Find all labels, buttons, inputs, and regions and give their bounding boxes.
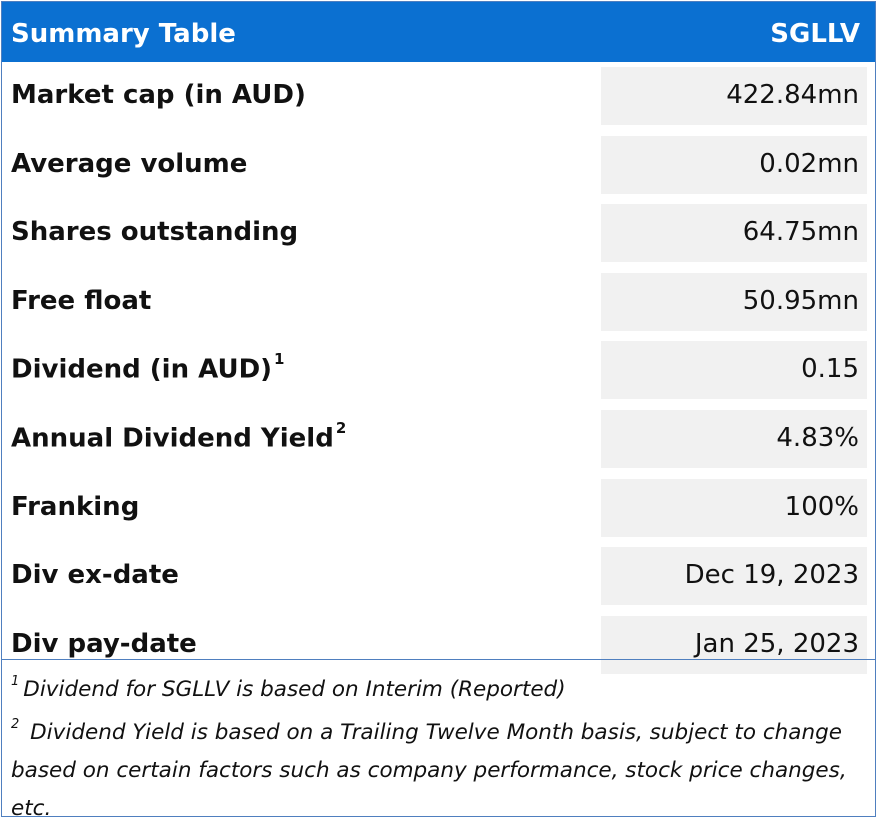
row-label: Div pay-date: [11, 628, 197, 659]
row-value: 50.95mn: [742, 285, 859, 316]
row-value: 0.15: [801, 354, 859, 385]
table-row: Market cap (in AUD) 422.84mn: [2, 62, 875, 131]
footnote-marker: 2: [335, 418, 347, 437]
footnote-1-text: Dividend for SGLLV is based on Interim (…: [23, 677, 566, 703]
value-cell: 422.84mn: [601, 67, 867, 125]
table-row: Div ex-date Dec 19, 2023: [2, 542, 875, 611]
row-label: Div ex-date: [11, 560, 179, 591]
table-row: Franking 100%: [2, 474, 875, 543]
row-label: Annual Dividend Yield 2: [11, 418, 347, 454]
footnote-2: 2 Dividend Yield is based on a Trailing …: [11, 709, 866, 828]
footnotes: 1 Dividend for SGLLV is based on Interim …: [11, 666, 866, 828]
table-row: Free float 50.95mn: [2, 268, 875, 337]
row-value: Dec 19, 2023: [684, 560, 859, 591]
footnote-2-text: Dividend Yield is based on a Trailing Tw…: [11, 720, 847, 822]
value-cell: Jan 25, 2023: [601, 615, 867, 674]
value-cell: 0.02mn: [601, 135, 867, 194]
table-title: Summary Table: [11, 19, 236, 49]
row-label: Dividend (in AUD) 1: [11, 350, 285, 386]
row-value: 4.83%: [776, 422, 859, 453]
row-value: 422.84mn: [726, 80, 859, 110]
value-cell: 64.75mn: [601, 204, 867, 263]
row-label: Franking: [11, 491, 140, 522]
footnote-1-mark: 1: [11, 674, 20, 689]
table-row: Shares outstanding 64.75mn: [2, 199, 875, 268]
row-value: 0.02mn: [759, 148, 859, 179]
table-row: Div pay-date Jan 25, 2023: [2, 611, 875, 680]
table-row: Dividend (in AUD) 1 0.15: [2, 336, 875, 405]
value-cell: Dec 19, 2023: [601, 547, 867, 606]
value-cell: 100%: [601, 478, 867, 537]
footnote-marker: 1: [274, 350, 285, 369]
row-label: Average volume: [11, 148, 248, 179]
value-cell: 0.15: [601, 341, 867, 400]
table-header: Summary Table SGLLV: [2, 2, 875, 62]
footnote-2-mark: 2: [11, 717, 20, 733]
footnote-divider: [2, 659, 875, 660]
table-row: Annual Dividend Yield 2 4.83%: [2, 405, 875, 474]
ticker-symbol: SGLLV: [770, 19, 860, 49]
row-label: Shares outstanding: [11, 217, 299, 248]
value-cell: 50.95mn: [601, 272, 867, 331]
value-cell: 4.83%: [601, 409, 867, 468]
row-value: 100%: [784, 491, 859, 522]
row-label: Market cap (in AUD): [11, 80, 306, 110]
row-value: Jan 25, 2023: [694, 628, 859, 659]
row-value: 64.75mn: [742, 217, 859, 248]
table-body: Market cap (in AUD) 422.84mn Average vol…: [2, 62, 875, 679]
footnote-1: 1 Dividend for SGLLV is based on Interim …: [11, 666, 866, 709]
table-row: Average volume 0.02mn: [2, 131, 875, 200]
row-label: Free float: [11, 285, 152, 316]
